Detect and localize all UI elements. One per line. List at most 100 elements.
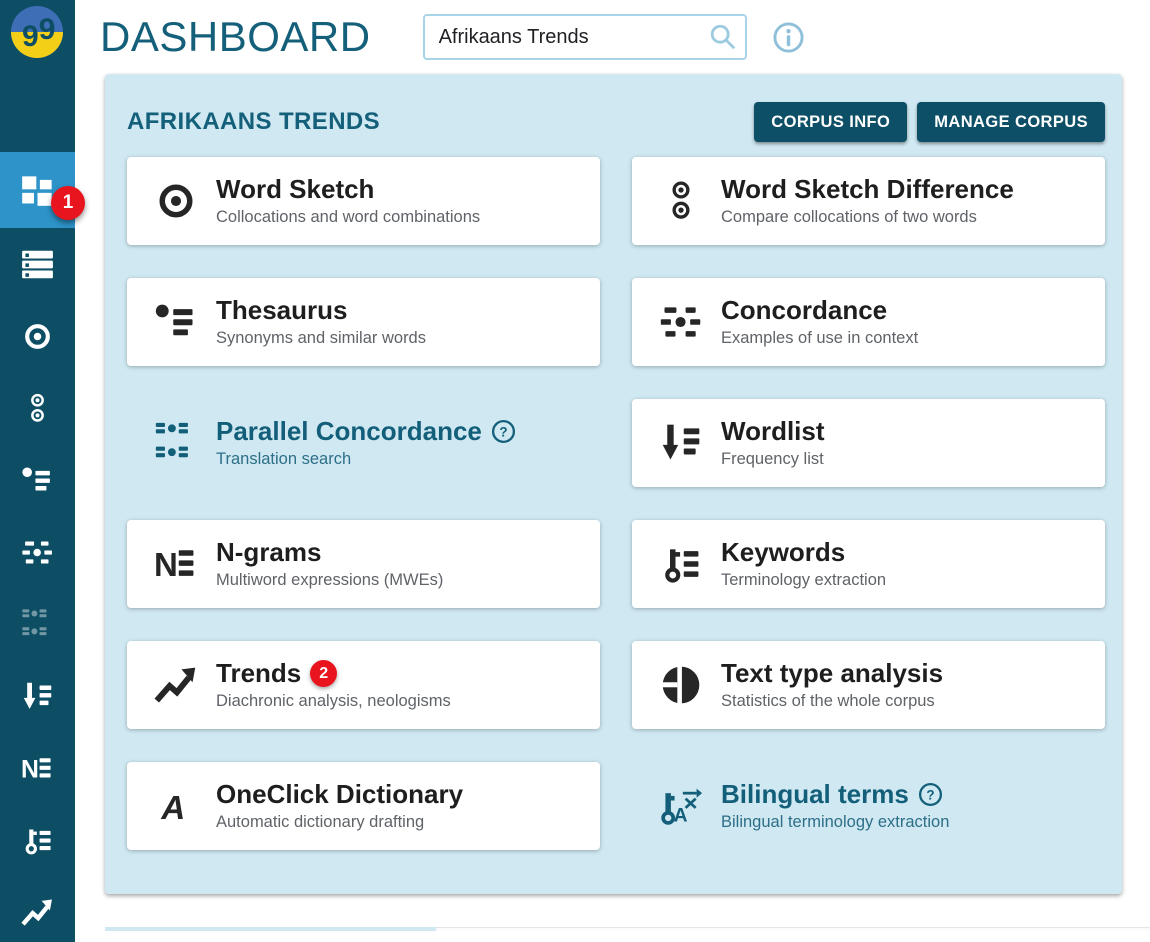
word-sketch-difference-icon: [21, 392, 54, 425]
wordlist-icon: [21, 680, 54, 713]
dashboard-grid-icon: [21, 174, 54, 207]
notification-badge: 2: [310, 660, 338, 687]
corpus-search-input[interactable]: [424, 25, 708, 49]
parallel-concordance-icon: [21, 608, 54, 641]
word-sketch-difference-icon: [648, 179, 714, 223]
manage-corpus-button[interactable]: MANAGE CORPUS: [917, 102, 1105, 142]
sidebar-top: 99: [0, 0, 75, 152]
card-subtitle: Examples of use in context: [721, 328, 919, 347]
notification-badge: 1: [51, 186, 85, 220]
sidebar-item-wordlist[interactable]: [0, 660, 75, 732]
thesaurus-icon: [21, 464, 54, 497]
sketch-engine-logo[interactable]: 99: [11, 6, 63, 58]
card-n-grams[interactable]: N N-grams Multiword expressions (MWEs): [127, 520, 600, 608]
panel-buttons: CORPUS INFO MANAGE CORPUS: [744, 102, 1105, 142]
corpus-info-button[interactable]: CORPUS INFO: [754, 102, 908, 142]
sidebar-item-parallel-concordance[interactable]: [0, 588, 75, 660]
corpus-search-box: [422, 14, 747, 60]
sidebar-item-trends[interactable]: [0, 876, 75, 942]
card-text: Concordance Examples of use in context: [721, 296, 918, 348]
card-subtitle: Diachronic analysis, neologisms: [216, 691, 451, 710]
card-title: Keywords: [721, 537, 846, 568]
next-panel-active-tab[interactable]: [105, 927, 436, 931]
card-keywords[interactable]: Keywords Terminology extraction: [632, 520, 1105, 608]
help-icon[interactable]: ?: [491, 419, 516, 444]
card-text: Bilingual terms? Bilingual terminology ex…: [721, 780, 949, 832]
sidebar-item-word-sketch-difference[interactable]: [0, 372, 75, 444]
card-text: N-grams Multiword expressions (MWEs): [216, 538, 443, 590]
card-title: Wordlist: [721, 416, 825, 447]
card-title: Concordance: [721, 295, 888, 326]
card-parallel-concordance[interactable]: Parallel Concordance? Translation search: [127, 399, 600, 487]
trends-icon: [143, 663, 209, 707]
ngrams-icon: N: [21, 752, 54, 785]
card-text: OneClick Dictionary Automatic dictionary …: [216, 780, 463, 832]
next-panel-body: [436, 927, 1150, 931]
svg-text:?: ?: [499, 424, 507, 439]
card-subtitle: Collocations and word combinations: [216, 207, 481, 226]
card-word-sketch-difference[interactable]: Word Sketch Difference Compare collocatio…: [632, 157, 1105, 245]
card-concordance[interactable]: Concordance Examples of use in context: [632, 278, 1105, 366]
card-thesaurus[interactable]: Thesaurus Synonyms and similar words: [127, 278, 600, 366]
thesaurus-icon: [143, 300, 209, 344]
trends-icon: [21, 896, 54, 929]
card-trends[interactable]: Trends 2 Diachronic analysis, neologisms: [127, 641, 600, 729]
card-text: Text type analysis Statistics of the whol…: [721, 659, 943, 711]
card-title: Parallel Concordance: [216, 416, 482, 447]
card-title: Word Sketch Difference: [721, 174, 1014, 205]
card-text: Word Sketch Collocations and word combina…: [216, 175, 480, 227]
card-word-sketch[interactable]: Word Sketch Collocations and word combina…: [127, 157, 600, 245]
sidebar-item-concordance[interactable]: [0, 516, 75, 588]
tool-cards-grid: Word Sketch Collocations and word combina…: [127, 157, 1105, 850]
svg-text:99: 99: [22, 13, 55, 53]
card-text: Keywords Terminology extraction: [721, 538, 886, 590]
text-type-icon: [648, 663, 714, 707]
svg-text:N: N: [21, 756, 39, 783]
card-text: Thesaurus Synonyms and similar words: [216, 296, 426, 348]
card-wordlist[interactable]: Wordlist Frequency list: [632, 399, 1105, 487]
page-title: DASHBOARD: [100, 13, 371, 60]
panel-title: AFRIKAANS TRENDS: [127, 108, 381, 135]
info-icon[interactable]: [772, 21, 805, 54]
top-bar: DASHBOARD: [75, 0, 1150, 74]
sidebar-item-thesaurus[interactable]: [0, 444, 75, 516]
svg-text:A: A: [160, 789, 185, 826]
svg-text:A: A: [674, 806, 688, 827]
card-bilingual-terms[interactable]: A Bilingual terms? Bilingual terminology e…: [632, 762, 1105, 850]
card-subtitle: Synonyms and similar words: [216, 328, 426, 347]
card-subtitle: Translation search: [216, 449, 352, 468]
parallel-concordance-icon: [143, 421, 209, 465]
sidebar-item-keywords[interactable]: [0, 804, 75, 876]
card-text-type-analysis[interactable]: Text type analysis Statistics of the whol…: [632, 641, 1105, 729]
card-title: OneClick Dictionary: [216, 779, 464, 810]
concordance-icon: [648, 300, 714, 344]
card-subtitle: Statistics of the whole corpus: [721, 691, 935, 710]
sidebar-item-dashboard-grid[interactable]: 1: [0, 152, 85, 228]
corpora-menu-icon: [21, 248, 54, 281]
concordance-icon: [21, 536, 54, 569]
card-text: Wordlist Frequency list: [721, 417, 825, 469]
search-icon[interactable]: [708, 22, 738, 52]
help-icon[interactable]: ?: [918, 782, 943, 807]
card-subtitle: Compare collocations of two words: [721, 207, 977, 226]
bilingual-terms-icon: A: [648, 784, 714, 828]
sidebar-item-ngrams[interactable]: N: [0, 732, 75, 804]
card-text: Word Sketch Difference Compare collocatio…: [721, 175, 1014, 227]
sidebar-item-word-sketch[interactable]: [0, 300, 75, 372]
card-title: Text type analysis: [721, 658, 944, 689]
card-title: Trends: [216, 658, 302, 689]
svg-text:?: ?: [926, 787, 934, 802]
sidebar-item-corpora-menu[interactable]: [0, 228, 75, 300]
word-sketch-icon: [21, 320, 54, 353]
wordlist-icon: [648, 421, 714, 465]
card-title: Thesaurus: [216, 295, 348, 326]
keywords-icon: [21, 824, 54, 857]
next-panel-peek: [105, 927, 1150, 931]
main-content: DASHBOARD AFRIKAANS TRENDS CORPUS INFO M…: [75, 0, 1150, 931]
card-oneclick-dictionary[interactable]: A OneClick Dictionary Automatic dictionary…: [127, 762, 600, 850]
card-subtitle: Frequency list: [721, 449, 824, 468]
keywords-icon: [648, 542, 714, 586]
card-title: Bilingual terms: [721, 779, 909, 810]
afrikaans-trends-panel: AFRIKAANS TRENDS CORPUS INFO MANAGE CORP…: [105, 74, 1122, 894]
card-subtitle: Multiword expressions (MWEs): [216, 570, 444, 589]
